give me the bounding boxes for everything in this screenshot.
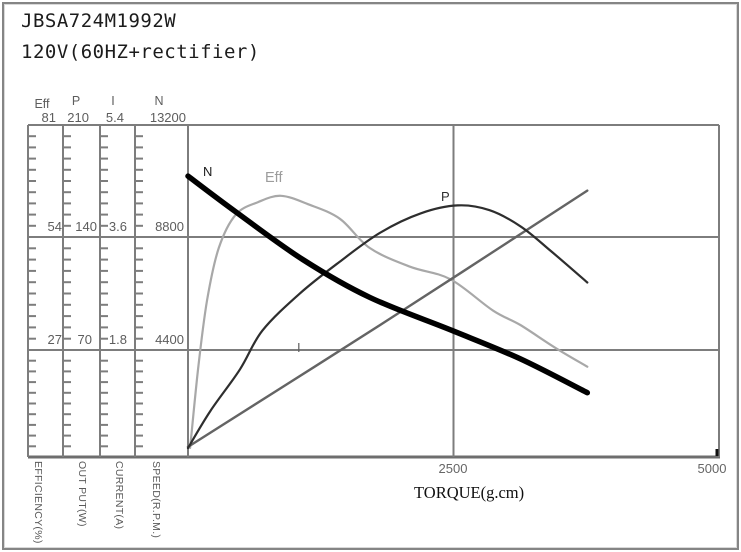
axis-symbol-i: I [111,94,115,108]
axis-low-efficiency: 27 [47,332,62,347]
curve-I [186,189,589,449]
axis-max-current: 5.4 [105,110,124,125]
curve-label-efficiency: Eff [265,170,283,186]
voltage-spec-title: 120V(60HZ+rectifier) [21,41,260,63]
chart-gridlines [27,124,720,459]
y-unit-label-output: OUT PUT(W) [76,461,88,527]
axis-symbol-eff: Eff [34,97,50,111]
y-unit-label-speed: SPEED(R.P.M.) [150,461,162,539]
model-title: JBSA724M1992W [21,10,177,32]
axis-mid-current: 3.6 [108,219,127,234]
y-unit-label-efficiency: EFFICIENCY(%) [32,461,44,544]
axis-low-current: 1.8 [108,332,127,347]
x-tick-2500: 2500 [438,461,468,476]
scale-minor-ticks [28,135,143,448]
axis-low-output: 70 [77,332,92,347]
curve-Eff [189,194,589,449]
axis-mid-efficiency: 54 [47,219,62,234]
axis-symbol-p: P [71,94,81,108]
axis-max-speed: 13200 [149,110,186,125]
axis-max-efficiency: 81 [41,110,56,125]
axis-mid-speed: 8800 [155,219,184,234]
axis-max-output: 210 [67,110,89,125]
curve-label-speed: N [203,164,213,179]
x-axis-title: TORQUE(g.cm) [414,483,525,502]
curve-label-current: I [297,340,301,355]
axis-symbol-n: N [154,94,164,108]
axis-low-speed: 4400 [155,332,184,347]
x-tick-5000: 5000 [697,461,727,476]
curve-label-power: P [441,189,450,204]
y-unit-label-current: CURRENT(A) [113,461,125,530]
curve-P [186,204,589,450]
axis-mid-output: 140 [75,219,97,234]
curve-N [185,173,591,396]
